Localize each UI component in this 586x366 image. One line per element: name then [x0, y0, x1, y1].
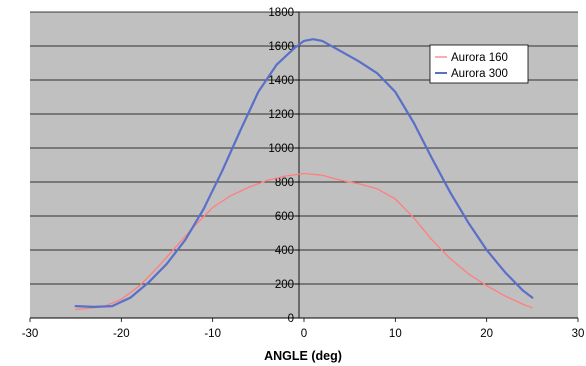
x-tick-label-4: 10: [389, 328, 402, 340]
series-line-aurora-160: [75, 172, 533, 311]
legend-label-1: Aurora 300: [451, 68, 508, 80]
legend-box: [429, 44, 529, 84]
x-tick-label-3: 0: [301, 328, 307, 340]
y-tick-label-0: 0: [288, 313, 294, 325]
x-tick-label-6: 30: [572, 328, 585, 340]
y-tick-label-9: 1800: [268, 7, 294, 19]
x-tick-label-1: -20: [113, 328, 130, 340]
y-tick-label-5: 1000: [268, 143, 294, 155]
series-line-aurora-300: [74, 38, 534, 308]
y-tick-label-8: 1600: [268, 41, 294, 53]
x-axis-label: ANGLE (deg): [264, 349, 342, 363]
y-tick-label-7: 1400: [268, 75, 294, 87]
x-tick-label-0: -30: [22, 328, 39, 340]
legend: Aurora 160 Aurora 300: [429, 44, 529, 84]
y-tick-label-1: 200: [275, 279, 294, 291]
x-tick-label-5: 20: [480, 328, 493, 340]
x-tick-label-2: -10: [204, 328, 221, 340]
series-lines: [74, 38, 534, 311]
y-tick-label-6: 1200: [268, 109, 294, 121]
y-tick-label-2: 400: [275, 245, 294, 257]
legend-label-0: Aurora 160: [451, 52, 508, 64]
y-tick-label-4: 800: [275, 177, 294, 189]
gridlines: [30, 11, 578, 319]
y-tick-label-3: 600: [275, 211, 294, 223]
